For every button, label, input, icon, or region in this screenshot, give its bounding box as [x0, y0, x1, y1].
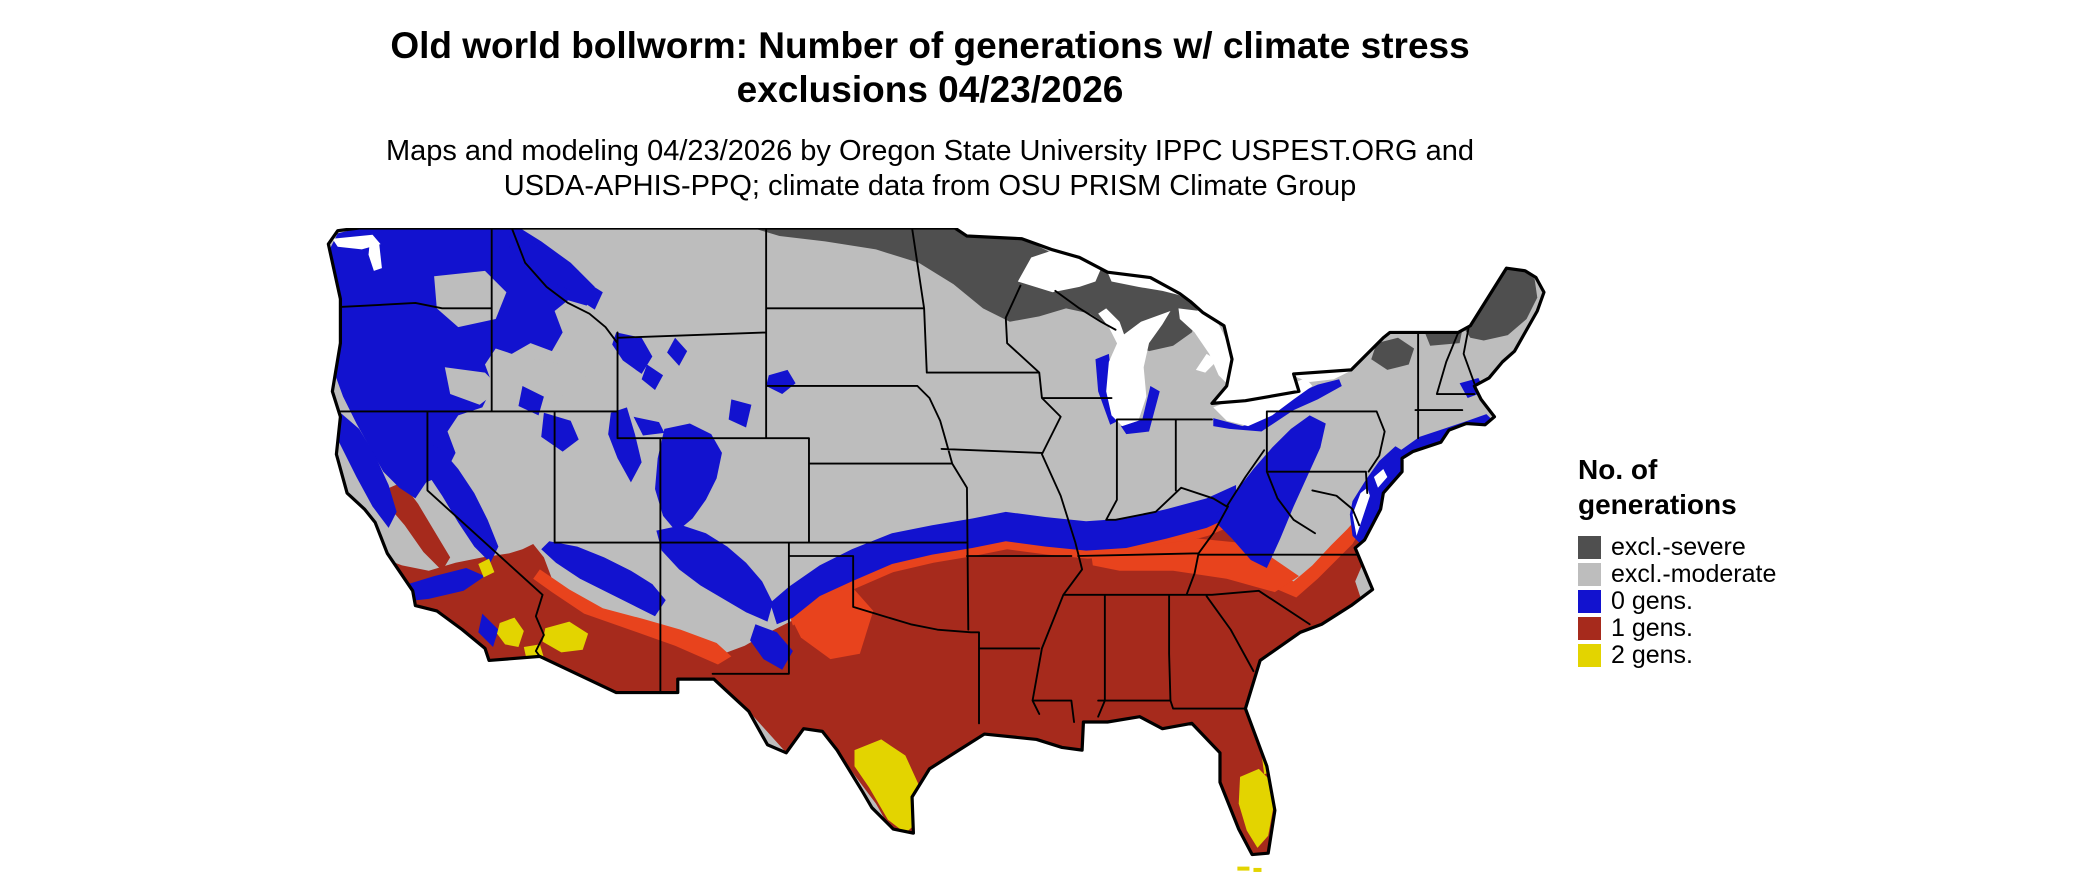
puget-sound	[368, 241, 382, 271]
us-map-svg	[326, 228, 1546, 872]
map-region-2gen-imperial-valley	[497, 617, 524, 648]
legend-label: 2 gens.	[1611, 641, 1694, 669]
map-region-0gen-peninsular-ranges	[478, 613, 499, 648]
legend-item: 1 gens.	[1578, 615, 1878, 642]
florida-keys-west	[1237, 866, 1250, 871]
map-region-0gen-lakemich-east	[1120, 385, 1160, 435]
legend-item: excl.-severe	[1578, 534, 1878, 561]
map-region-0gen-new-mexico	[656, 525, 773, 622]
legend-items: excl.-severe excl.-moderate 0 gens. 1 ge…	[1578, 534, 1878, 669]
legend-label: excl.-severe	[1611, 533, 1746, 561]
map-region-0gen-blackhills	[766, 369, 796, 395]
legend-label: 0 gens.	[1611, 587, 1694, 615]
florida-keys-east	[1253, 867, 1262, 872]
lake-huron	[1178, 308, 1234, 386]
map-region-0gen-montana1	[509, 238, 579, 290]
map-header: Old world bollworm: Number of generation…	[0, 24, 1860, 204]
chesapeake-bay	[1352, 487, 1370, 536]
legend-swatch	[1578, 563, 1601, 586]
legend-label: 1 gens.	[1611, 614, 1694, 642]
us-map	[321, 228, 1554, 884]
map-region-gray-snake-plain	[511, 356, 593, 400]
map-region-0gen-west-texas-mtns	[750, 624, 793, 670]
map-region-gray-columbia-basin	[434, 270, 507, 328]
map-region-0gen-appalachians	[1215, 415, 1326, 569]
legend-title: No. of generations	[1578, 452, 1878, 522]
map-raster-layers	[328, 228, 1544, 855]
legend-swatch	[1578, 536, 1601, 559]
delaware-bay	[1373, 468, 1388, 488]
map-region-0gen-nevada2	[518, 385, 544, 416]
saginaw-bay	[1195, 353, 1218, 373]
map-region-0gen-uinta	[633, 416, 665, 436]
map-title-line2: exclusions 04/23/2026	[736, 69, 1124, 110]
legend-item: excl.-moderate	[1578, 561, 1878, 588]
map-region-excl-severe-north	[752, 228, 1200, 352]
map-region-0gen-bighorn	[667, 337, 688, 366]
map-region-gray-se-oregon	[444, 367, 502, 405]
map-region-excl-severe-maine	[1464, 268, 1538, 341]
map-title-line1: Old world bollworm: Number of generation…	[390, 25, 1470, 66]
map-region-0gen-yellowstone	[612, 332, 653, 374]
map-region-1gen-central-valley	[383, 482, 451, 571]
legend-title-line2: generations	[1578, 489, 1737, 520]
legend-item: 2 gens.	[1578, 642, 1878, 669]
legend-swatch	[1578, 617, 1601, 640]
legend-swatch	[1578, 644, 1601, 667]
map-region-0gen-pnw	[329, 228, 595, 499]
map-region-2gen-south-florida	[1238, 768, 1274, 848]
map-region-0gen-delmarva-nj	[1349, 446, 1409, 547]
map-region-0gen-ca-coastrange	[329, 412, 397, 528]
map-region-0gen-laramie	[728, 399, 752, 428]
legend-label: excl.-moderate	[1611, 560, 1777, 588]
map-region-hot-edge-band	[788, 501, 1362, 626]
legend-swatch	[1578, 590, 1601, 613]
us-outline	[326, 228, 1546, 857]
map-subtitle-line2: USDA-APHIS-PPQ; climate data from OSU PR…	[503, 170, 1357, 202]
map-region-excl-severe-adirondacks	[1371, 337, 1415, 370]
map-region-0gen-mogollon	[541, 541, 666, 617]
map-subtitle: Maps and modeling 04/23/2026 by Oregon S…	[0, 134, 1860, 204]
map-region-0gen-erie-ontario-shore	[1213, 379, 1342, 432]
map-region-2gen-death-valley	[478, 558, 495, 578]
legend-title-line1: No. of	[1578, 454, 1658, 485]
map-region-0gen-wasatch	[608, 407, 642, 483]
map-region-0gen-colorado-rockies	[655, 423, 722, 532]
strait-juan-de-fuca	[332, 234, 381, 250]
map-region-0gen-windriver	[641, 364, 664, 390]
map-region-0gen-sierra	[415, 439, 499, 563]
legend-item: 0 gens.	[1578, 588, 1878, 615]
map-region-0gen-transverse-ranges	[399, 568, 485, 602]
map-region-0gen-montana2	[576, 278, 603, 310]
map-region-0gen-nevada1	[541, 412, 579, 452]
state-borders	[338, 228, 1476, 725]
map-region-1gen-south	[380, 517, 1372, 855]
map-region-hot-edge-az-nm	[533, 569, 732, 665]
legend: No. of generations excl.-severe excl.-mo…	[1578, 452, 1878, 669]
map-region-2gen-phoenix	[542, 621, 589, 653]
map-subtitle-line1: Maps and modeling 04/23/2026 by Oregon S…	[385, 135, 1475, 167]
map-region-2gen-south-texas	[854, 739, 919, 834]
